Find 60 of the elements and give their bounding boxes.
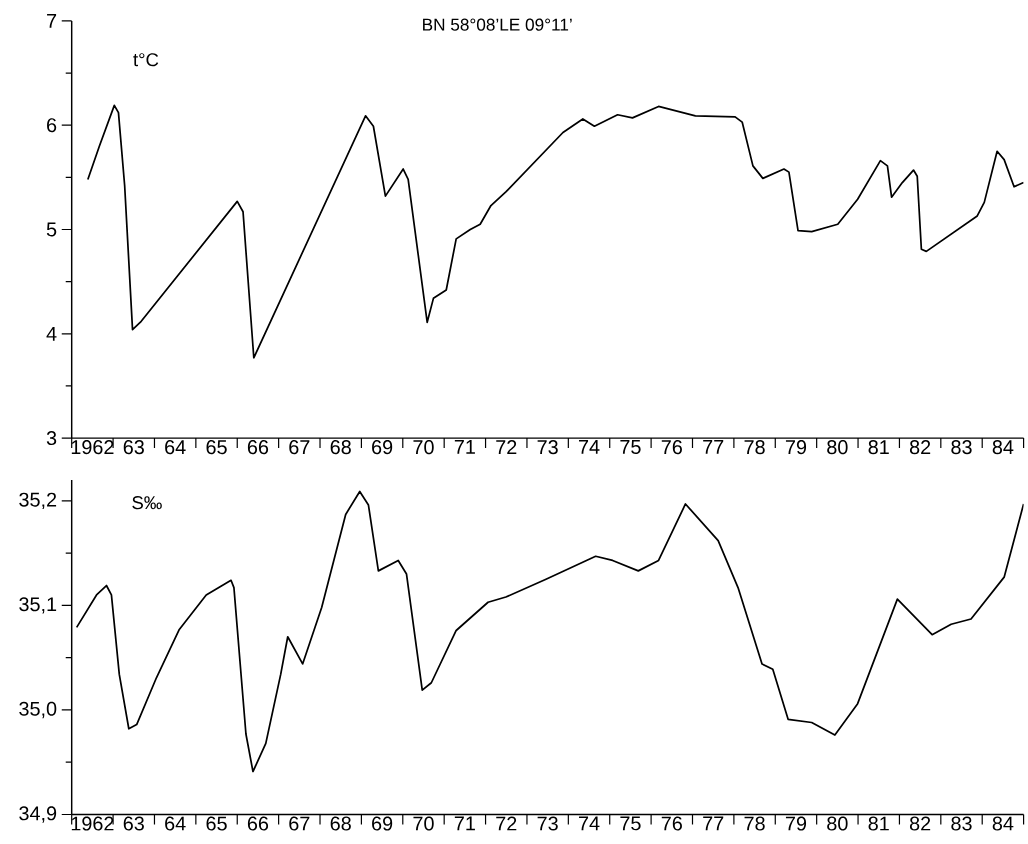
x-tick-label: 64	[165, 439, 186, 454]
x-tick-label: 69	[372, 439, 393, 454]
x-tick-label: 73	[537, 816, 558, 831]
chart-title: BN 58°08’LE 09°11’	[423, 18, 572, 31]
x-tick-label: 80	[827, 816, 848, 831]
x-tick-label: 69	[372, 816, 393, 831]
x-tick-label: 63	[123, 439, 144, 454]
x-tick-label: 77	[703, 816, 724, 830]
x-tick-label: 70	[413, 439, 434, 454]
x-tick-label: 66	[247, 816, 269, 831]
line-series	[75, 490, 1024, 773]
line-series	[86, 104, 1024, 359]
x-tick-label: 81	[868, 816, 889, 831]
x-tick-label: 77	[703, 439, 724, 454]
x-tick-label: 81	[868, 439, 889, 454]
x-tick-label: 67	[289, 816, 310, 831]
y-tick-label: 7	[47, 13, 57, 28]
x-tick-label: 72	[496, 816, 517, 831]
y-axis-title: t°C	[133, 52, 159, 67]
x-tick-label: 72	[496, 439, 517, 454]
x-tick-label: 70	[413, 816, 434, 831]
x-tick-label: 82	[909, 439, 931, 454]
y-tick-label: 5	[46, 222, 57, 237]
y-tick-label: 6	[47, 118, 57, 133]
x-tick-label: 78	[744, 439, 765, 454]
x-tick-label: 78	[744, 816, 765, 831]
x-tick-label: 65	[206, 439, 227, 454]
x-tick-label: 83	[951, 439, 972, 454]
x-tick-label: 68	[330, 439, 351, 454]
x-tick-label: 75	[620, 439, 641, 454]
x-tick-label: 84	[992, 439, 1014, 454]
y-tick-label: 35,2	[19, 492, 57, 509]
y-tick-label: 34,9	[19, 806, 57, 823]
x-tick-label: 76	[661, 816, 682, 831]
x-tick-label: 65	[206, 816, 227, 831]
y-tick-label: 35,0	[19, 701, 57, 718]
x-tick-label: 83	[951, 816, 972, 831]
y-axis-title: S‰	[132, 495, 162, 510]
x-tick-label: 66	[247, 439, 269, 454]
x-tick-label: 1962	[71, 816, 114, 831]
x-tick-label: 84	[992, 816, 1014, 831]
x-tick-label: 67	[289, 439, 310, 454]
y-tick-label: 3	[46, 430, 57, 445]
x-tick-label: 82	[909, 816, 931, 831]
x-tick-label: 76	[661, 439, 682, 454]
x-tick-label: 80	[827, 439, 848, 454]
y-tick-label: 35,1	[19, 597, 57, 614]
x-tick-label: 74	[579, 439, 600, 454]
y-tick-label: 4	[46, 326, 57, 341]
x-tick-label: 63	[123, 816, 144, 831]
x-tick-label: 74	[579, 816, 600, 830]
x-tick-label: 75	[620, 816, 641, 831]
x-tick-label: 1962	[71, 439, 114, 454]
x-tick-label: 79	[785, 439, 807, 454]
x-tick-label: 64	[165, 816, 186, 831]
x-tick-label: 71	[454, 439, 475, 454]
x-tick-label: 79	[785, 816, 807, 831]
x-tick-label: 71	[454, 816, 475, 830]
x-tick-label: 73	[537, 439, 558, 454]
x-tick-label: 68	[330, 816, 351, 831]
